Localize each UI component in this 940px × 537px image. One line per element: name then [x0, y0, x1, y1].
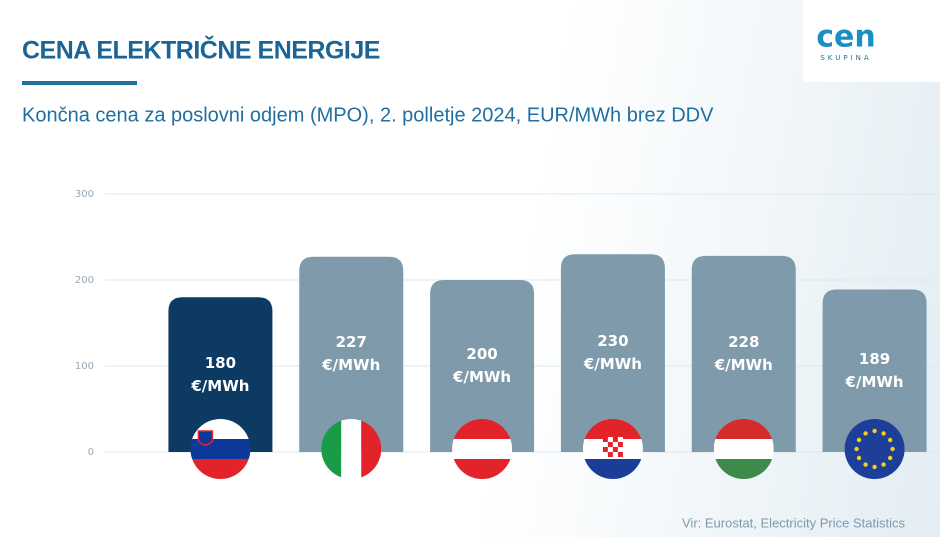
flag-check — [607, 437, 613, 442]
logo-sub: SKUPINA — [820, 54, 871, 62]
y-tick-label: 0 — [88, 447, 94, 458]
flag — [844, 419, 905, 479]
flag-star — [863, 431, 868, 436]
flag-check — [607, 447, 613, 452]
flag-stripe — [713, 439, 774, 459]
flag-star — [863, 462, 868, 467]
value-label: 227 €/MWh — [322, 333, 381, 375]
flag-check — [617, 437, 623, 442]
flag-stripe — [582, 459, 643, 479]
flag-stripe — [452, 439, 513, 459]
source: Vir: Eurostat, Electricity Price Statist… — [682, 515, 905, 530]
bar — [560, 254, 665, 452]
flag-stripe — [713, 459, 774, 479]
flag-stripe — [361, 419, 382, 479]
flag-check — [612, 442, 618, 447]
flag-check — [612, 437, 618, 442]
flag-star — [872, 428, 877, 434]
flag-stripe — [452, 459, 513, 479]
flag-check — [602, 452, 608, 457]
flag — [582, 419, 643, 479]
value-label: 189 €/MWh — [845, 349, 904, 391]
flag-check — [607, 442, 613, 447]
value-label: 230 €/MWh — [583, 332, 642, 374]
flag-star — [854, 446, 859, 452]
flag-check — [612, 447, 618, 452]
flag-star — [887, 437, 893, 443]
bar — [168, 297, 273, 452]
flag-check — [602, 447, 608, 452]
flag-stripe — [713, 419, 774, 439]
flag-check — [602, 442, 608, 447]
flag-stripe — [452, 419, 513, 439]
value-label: 228 €/MWh — [714, 332, 773, 374]
subtitle: Končna cena za poslovni odjem (MPO), 2. … — [22, 104, 714, 126]
flag-stripe — [321, 419, 342, 479]
bar — [430, 280, 535, 452]
flag-check — [607, 452, 613, 457]
flag — [713, 419, 774, 479]
flag-star — [856, 437, 862, 443]
bar — [822, 289, 927, 452]
plot: 0 100 200 300 — [75, 189, 940, 479]
flag-field — [844, 419, 905, 479]
flag — [321, 419, 382, 479]
bar — [691, 255, 796, 452]
flag-check — [617, 452, 623, 457]
flag-star — [890, 446, 895, 452]
bar — [299, 256, 404, 452]
y-tick-label: 300 — [75, 189, 94, 200]
title-underline — [22, 81, 137, 85]
title: CENA ELEKTRIČNE ENERGIJE — [22, 35, 380, 65]
flag-star — [872, 464, 877, 470]
flag-star — [881, 431, 886, 436]
flag-check — [617, 442, 623, 447]
flag-emblem — [197, 430, 214, 446]
value-label: 200 €/MWh — [453, 345, 512, 386]
flag-check — [617, 447, 623, 452]
flag-check — [602, 437, 608, 442]
y-tick-label: 100 — [75, 361, 94, 372]
flag-star — [887, 455, 893, 461]
value-label: 180 €/MWh — [191, 353, 250, 395]
flag-star — [881, 462, 886, 467]
flag-stripe — [341, 419, 362, 479]
flag-stripe — [582, 419, 643, 439]
flag — [190, 419, 251, 479]
y-tick-label: 200 — [75, 275, 94, 286]
flag-stripe — [190, 459, 251, 479]
flag-star — [856, 455, 862, 461]
flag — [452, 419, 513, 479]
logo-box — [803, 0, 940, 82]
flag-check — [612, 452, 618, 457]
logo: cen — [816, 20, 876, 55]
